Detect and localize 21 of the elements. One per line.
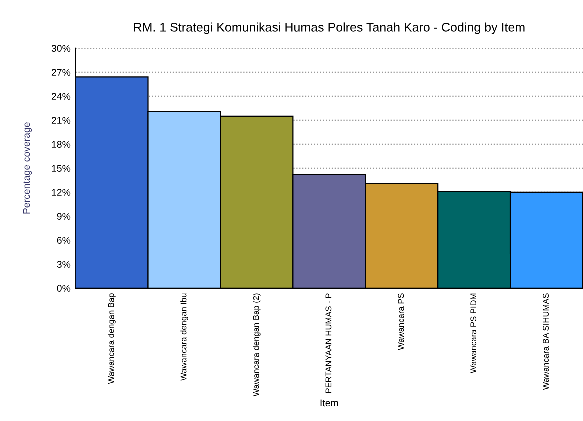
x-tick-label: PERTANYAAN HUMAS - P bbox=[326, 294, 332, 394]
y-tick-label: 12% bbox=[52, 189, 71, 196]
y-tick-label: 24% bbox=[52, 93, 71, 100]
y-tick-label: 15% bbox=[52, 165, 71, 172]
x-tick-label: Wawancara PS bbox=[398, 294, 404, 350]
y-tick-label: 30% bbox=[52, 45, 71, 52]
x-tick-label: Wawancara dengan Ibu bbox=[180, 294, 188, 381]
y-tick-label: 21% bbox=[52, 117, 71, 124]
chart-title: RM. 1 Strategi Komunikasi Humas Polres Tanah Karo - Coding by Item bbox=[134, 22, 525, 34]
y-tick-label: 18% bbox=[52, 141, 71, 148]
y-tick-label: 0% bbox=[57, 285, 71, 292]
y-tick-label: 9% bbox=[57, 213, 71, 220]
y-tick-label: 6% bbox=[57, 237, 71, 244]
x-tick-label: Wawancara BA SIHUMAS bbox=[543, 294, 550, 390]
x-axis-title: Item bbox=[320, 400, 338, 407]
y-tick-label: 3% bbox=[57, 261, 71, 268]
x-tick-label: Wawancara dengan Bap bbox=[108, 294, 116, 384]
x-tick-label: Wawancara dengan Bap (2) bbox=[253, 294, 261, 397]
x-tick-label: Wawancara PS PIDM bbox=[470, 294, 477, 374]
y-tick-label: 27% bbox=[52, 69, 71, 76]
y-axis-title: Percentage coverage bbox=[23, 122, 32, 214]
